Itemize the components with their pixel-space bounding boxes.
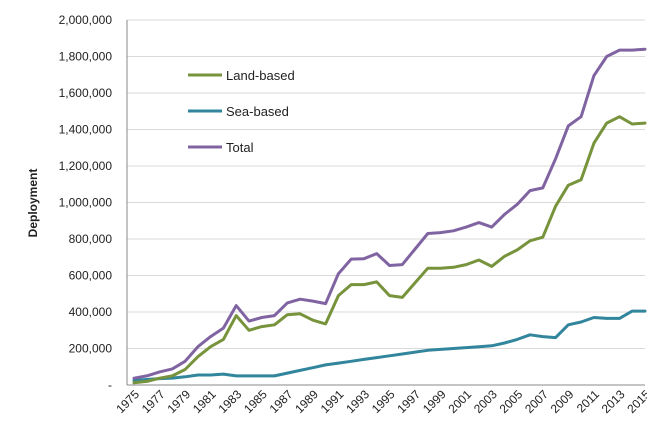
y-tick-label-2: 400,000 xyxy=(69,305,113,319)
x-tick-label-10: 1995 xyxy=(369,387,398,416)
x-tick-label-8: 1991 xyxy=(318,387,347,416)
y-tick-label-8: 1,600,000 xyxy=(59,86,113,100)
axes xyxy=(126,20,645,386)
y-tick-label-6: 1,200,000 xyxy=(59,159,113,173)
x-tick-label-2: 1979 xyxy=(164,387,193,416)
x-tick-label-1: 1977 xyxy=(139,387,168,416)
y-tick-label-4: 800,000 xyxy=(69,232,113,246)
y-tick-label-9: 1,800,000 xyxy=(59,50,113,64)
y-tick-label-0: - xyxy=(108,378,112,392)
x-tick-label-14: 2003 xyxy=(471,387,500,416)
y-tick-label-7: 1,400,000 xyxy=(59,123,113,137)
legend-label-land-based: Land-based xyxy=(226,68,295,83)
x-tick-label-7: 1989 xyxy=(292,387,321,416)
x-tick-label-20: 2015 xyxy=(624,387,647,416)
x-tick-label-15: 2005 xyxy=(497,387,526,416)
x-tick-label-18: 2011 xyxy=(574,387,602,415)
x-tick-label-5: 1985 xyxy=(241,387,270,416)
x-tick-label-9: 1993 xyxy=(343,387,372,416)
x-tick-label-3: 1981 xyxy=(190,387,219,416)
x-tick-label-4: 1983 xyxy=(216,387,245,416)
legend: Land-based Sea-based Total xyxy=(188,68,295,155)
y-axis-title: Deployment xyxy=(26,169,40,238)
y-tick-label-3: 600,000 xyxy=(69,269,113,283)
x-axis-tick-labels: 1975197719791981198319851987198919911993… xyxy=(113,387,647,416)
x-tick-label-19: 2013 xyxy=(599,387,628,416)
x-tick-label-6: 1987 xyxy=(267,387,296,416)
series-line-total xyxy=(132,47,647,380)
x-tick-label-17: 2009 xyxy=(548,387,577,416)
series-line-land-based xyxy=(132,115,647,385)
x-tick-label-13: 2001 xyxy=(445,387,474,416)
x-tick-label-16: 2007 xyxy=(522,387,551,416)
gridlines xyxy=(127,19,645,349)
y-tick-label-5: 1,000,000 xyxy=(59,196,113,210)
y-tick-label-1: 200,000 xyxy=(69,342,113,356)
y-tick-label-10: 2,000,000 xyxy=(59,13,113,27)
x-tick-label-0: 1975 xyxy=(113,387,142,416)
legend-label-sea-based: Sea-based xyxy=(226,104,289,119)
x-tick-label-12: 1999 xyxy=(420,387,449,416)
series-line-sea-based xyxy=(132,309,647,382)
y-axis-tick-labels: - 200,000 400,000 600,000 800,000 1,000,000 1,… xyxy=(59,13,113,392)
series-lines xyxy=(132,47,647,385)
legend-label-total: Total xyxy=(226,140,254,155)
x-tick-label-11: 1997 xyxy=(394,387,423,416)
